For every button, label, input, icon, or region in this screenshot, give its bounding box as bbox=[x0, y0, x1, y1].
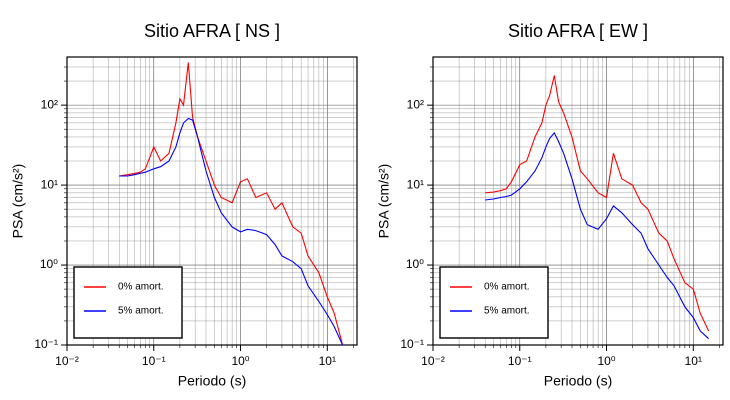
x-tick-label: 10¹ bbox=[319, 354, 336, 368]
x-tick-label: 10⁰ bbox=[597, 354, 615, 368]
y-axis-label: PSA (cm/s²) bbox=[10, 164, 26, 239]
series-line bbox=[485, 131, 709, 340]
series-line bbox=[485, 75, 710, 332]
y-tick-label: 10⁰ bbox=[406, 257, 424, 271]
plot-frame bbox=[432, 56, 724, 346]
chart-title: Sitio AFRA [ NS ] bbox=[144, 21, 280, 41]
legend-label: 0% amort. bbox=[484, 282, 530, 293]
y-tick-label: 10⁰ bbox=[40, 257, 58, 271]
y-tick-label: 10² bbox=[407, 97, 424, 111]
y-axis-label: PSA (cm/s²) bbox=[376, 164, 392, 239]
legend-label: 5% amort. bbox=[484, 306, 530, 317]
y-tick-label: 10¹ bbox=[407, 177, 424, 191]
x-tick-label: 10⁻² bbox=[421, 354, 445, 368]
x-tick-label: 10⁻¹ bbox=[142, 354, 166, 368]
legend-box bbox=[73, 266, 183, 339]
legend-label: 0% amort. bbox=[118, 282, 164, 293]
chart-title: Sitio AFRA [ EW ] bbox=[508, 21, 648, 41]
x-tick-label: 10⁻² bbox=[55, 354, 79, 368]
x-tick-label: 10⁰ bbox=[231, 354, 249, 368]
legend-label: 5% amort. bbox=[118, 306, 164, 317]
x-tick-label: 10⁻¹ bbox=[508, 354, 532, 368]
x-tick-label: 10¹ bbox=[685, 354, 702, 368]
y-tick-label: 10⁻¹ bbox=[400, 337, 424, 351]
y-tick-label: 10¹ bbox=[41, 177, 58, 191]
y-tick-label: 10⁻¹ bbox=[34, 337, 58, 351]
x-axis-label: Periodo (s) bbox=[178, 373, 246, 389]
plot-frame bbox=[66, 56, 358, 346]
series-line bbox=[119, 62, 344, 346]
y-tick-label: 10² bbox=[41, 97, 58, 111]
x-axis-label: Periodo (s) bbox=[544, 373, 612, 389]
series-line bbox=[119, 117, 344, 346]
legend-box bbox=[439, 266, 549, 339]
